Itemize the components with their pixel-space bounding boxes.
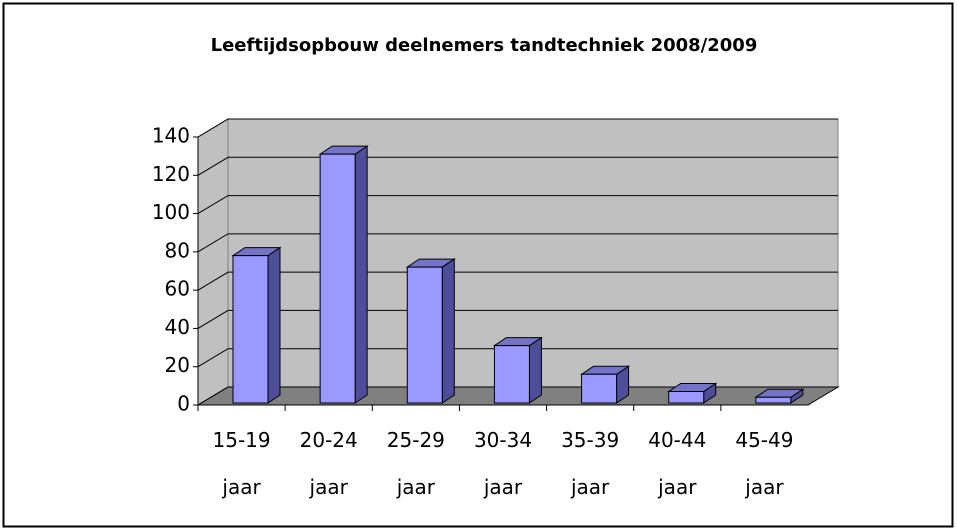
bar	[231, 246, 282, 404]
bar	[754, 388, 805, 404]
x-tick-label: 25-29 jaar	[386, 428, 445, 499]
x-tick-label: 20-24 jaar	[299, 428, 358, 499]
bar-side	[441, 258, 455, 404]
bar-side	[528, 336, 542, 404]
x-tick-label: 45-49 jaar	[735, 428, 794, 499]
bar-front	[319, 153, 356, 404]
x-tick-label: 30-34 jaar	[473, 428, 533, 499]
x-tick-label: 40-44 jaar	[648, 428, 707, 499]
bar	[405, 258, 456, 404]
grid-line	[197, 118, 838, 138]
grid-line	[197, 271, 838, 291]
side-wall	[197, 118, 229, 406]
bar-front	[406, 266, 443, 404]
grid-line	[197, 233, 838, 253]
grid-line	[197, 386, 838, 406]
bar-front	[668, 391, 705, 404]
grid-line	[197, 348, 838, 368]
x-tick-label: 35-39 jaar	[561, 428, 620, 499]
bar-front	[493, 345, 530, 404]
bar-side	[354, 145, 368, 404]
y-tick-label: 60	[165, 277, 190, 301]
grid-line	[197, 195, 838, 215]
bar-front	[755, 396, 792, 404]
grid-line	[197, 309, 838, 329]
bar	[579, 365, 631, 404]
bar	[492, 336, 544, 404]
bar	[318, 145, 369, 404]
y-tick-label: 80	[165, 238, 190, 262]
y-tick-label: 40	[165, 315, 190, 339]
y-tick-label: 100	[152, 200, 190, 224]
bar-front	[581, 373, 618, 404]
chart-title: Leeftijdsopbouw deelnemers tandtechniek …	[211, 35, 758, 56]
y-tick-label: 20	[165, 353, 190, 377]
y-tick-label: 0	[177, 392, 190, 416]
y-tick-label: 120	[152, 162, 190, 186]
x-tick-label: 15-19 jaar	[212, 428, 271, 499]
grid-line	[197, 156, 838, 176]
bar	[667, 382, 718, 404]
bar-front	[232, 255, 269, 404]
y-tick-label: 140	[152, 124, 190, 148]
bar-side	[267, 246, 281, 404]
